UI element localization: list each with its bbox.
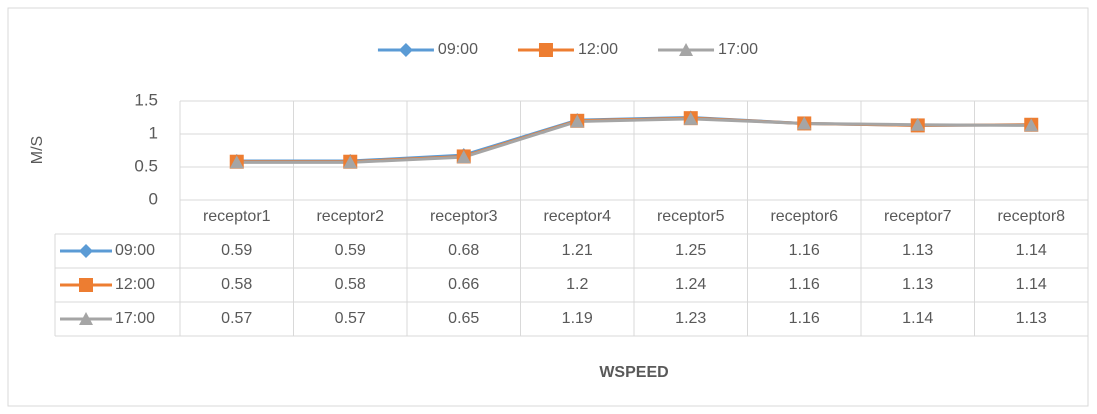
x-axis-title: WSPEED <box>599 364 668 381</box>
marker <box>910 117 925 131</box>
y-axis-title: M/S <box>29 136 46 164</box>
marker <box>1024 118 1039 132</box>
x-tick-label: receptor8 <box>997 208 1065 225</box>
y-tick-label: 1 <box>149 123 158 142</box>
table-cell: 1.2 <box>566 276 588 293</box>
table-cell: 1.19 <box>562 310 593 327</box>
table-cell: 0.59 <box>221 242 252 259</box>
legend: 09:00 12:00 17:00 <box>377 41 758 58</box>
table-cell: 1.13 <box>1016 310 1047 327</box>
marker <box>398 43 413 57</box>
table-cell: 1.14 <box>1016 276 1047 293</box>
table-cell: 0.65 <box>448 310 479 327</box>
table-series-label: 12:00 <box>115 276 155 293</box>
table-cell: 1.13 <box>902 242 933 259</box>
table-cell: 0.57 <box>335 310 366 327</box>
x-tick-label: receptor5 <box>657 208 725 225</box>
legend-label: 17:00 <box>718 41 758 58</box>
marker <box>229 155 244 169</box>
table-cell: 1.16 <box>789 276 820 293</box>
x-tick-label: receptor3 <box>430 208 498 225</box>
marker <box>343 155 358 169</box>
table-cell: 1.21 <box>562 242 593 259</box>
table-cell: 1.25 <box>675 242 706 259</box>
table-cell: 0.58 <box>335 276 366 293</box>
x-tick-label: receptor4 <box>543 208 611 225</box>
marker <box>456 150 471 164</box>
table-cell: 1.16 <box>789 310 820 327</box>
x-tick-label: receptor1 <box>203 208 271 225</box>
table-series-label: 17:00 <box>115 310 155 327</box>
y-tick-label: 0.5 <box>134 156 158 175</box>
marker <box>79 244 93 258</box>
table-cell: 1.14 <box>1016 242 1047 259</box>
marker <box>679 43 694 56</box>
table-cell: 1.14 <box>902 310 933 327</box>
marker <box>797 116 812 130</box>
table-cell: 1.23 <box>675 310 706 327</box>
table-cell: 0.57 <box>221 310 252 327</box>
series-line <box>236 117 1032 164</box>
chart-frame <box>7 7 1089 407</box>
table-cell: 0.68 <box>448 242 479 259</box>
marker <box>683 111 698 125</box>
y-tick-label: 1.5 <box>134 90 158 109</box>
marker <box>79 278 93 292</box>
table-cell: 1.24 <box>675 276 706 293</box>
legend-label: 09:00 <box>438 41 478 58</box>
y-tick-label: 0 <box>149 189 158 208</box>
table-cell: 0.59 <box>335 242 366 259</box>
marker <box>570 114 585 128</box>
x-tick-label: receptor7 <box>884 208 952 225</box>
table-cell: 0.66 <box>448 276 479 293</box>
table-cell: 0.58 <box>221 276 252 293</box>
table-series-label: 09:00 <box>115 242 155 259</box>
marker <box>538 43 553 57</box>
table-cell: 1.13 <box>902 276 933 293</box>
marker <box>79 312 93 325</box>
legend-label: 12:00 <box>578 41 618 58</box>
x-tick-label: receptor2 <box>316 208 384 225</box>
x-tick-label: receptor6 <box>770 208 838 225</box>
table-cell: 1.16 <box>789 242 820 259</box>
